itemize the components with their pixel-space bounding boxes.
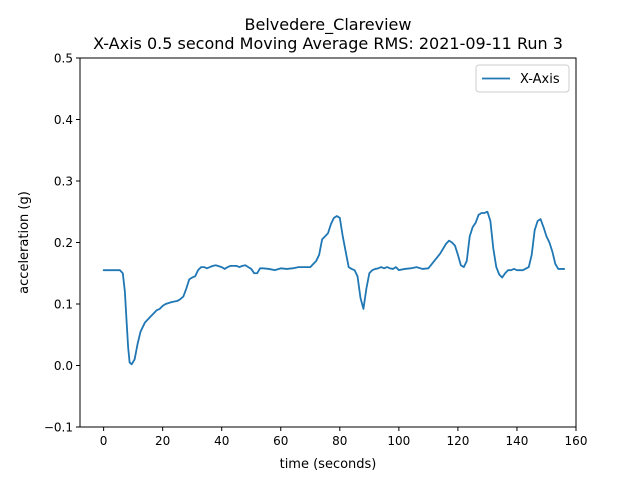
x-tick-label: 140 [505, 434, 528, 448]
legend-label-x-axis: X-Axis [520, 72, 560, 87]
y-axis-ticks: −0.1 0.0 0.1 0.2 0.3 0.4 0.5 [44, 52, 80, 435]
plot-frame [79, 57, 577, 428]
chart-title: Belvedere_Clareview [245, 15, 412, 35]
y-tick-label: −0.1 [44, 421, 73, 435]
x-tick-label: 20 [155, 434, 170, 448]
chart-subtitle: X-Axis 0.5 second Moving Average RMS: 20… [93, 34, 563, 53]
x-tick-label: 60 [273, 434, 288, 448]
y-tick-label: 0.5 [54, 52, 73, 66]
y-tick-label: 0.0 [54, 359, 73, 373]
x-tick-label: 80 [332, 434, 347, 448]
x-tick-label: 100 [387, 434, 410, 448]
legend-box [475, 64, 570, 93]
y-tick-label: 0.1 [54, 298, 73, 312]
y-tick-label: 0.4 [54, 113, 73, 127]
y-tick-label: 0.3 [54, 175, 73, 189]
y-tick-label: 0.2 [54, 236, 73, 250]
x-tick-label: 40 [214, 434, 229, 448]
y-axis-label: acceleration (g) [17, 191, 32, 294]
x-axis-ticks: 0 20 40 60 80 100 120 140 160 [100, 427, 588, 448]
x-tick-label: 160 [565, 434, 588, 448]
series-line-x-axis [102, 210, 566, 366]
legend: X-Axis [475, 64, 570, 93]
x-tick-label: 120 [446, 434, 469, 448]
x-axis-label: time (seconds) [280, 457, 377, 472]
x-tick-label: 0 [100, 434, 108, 448]
